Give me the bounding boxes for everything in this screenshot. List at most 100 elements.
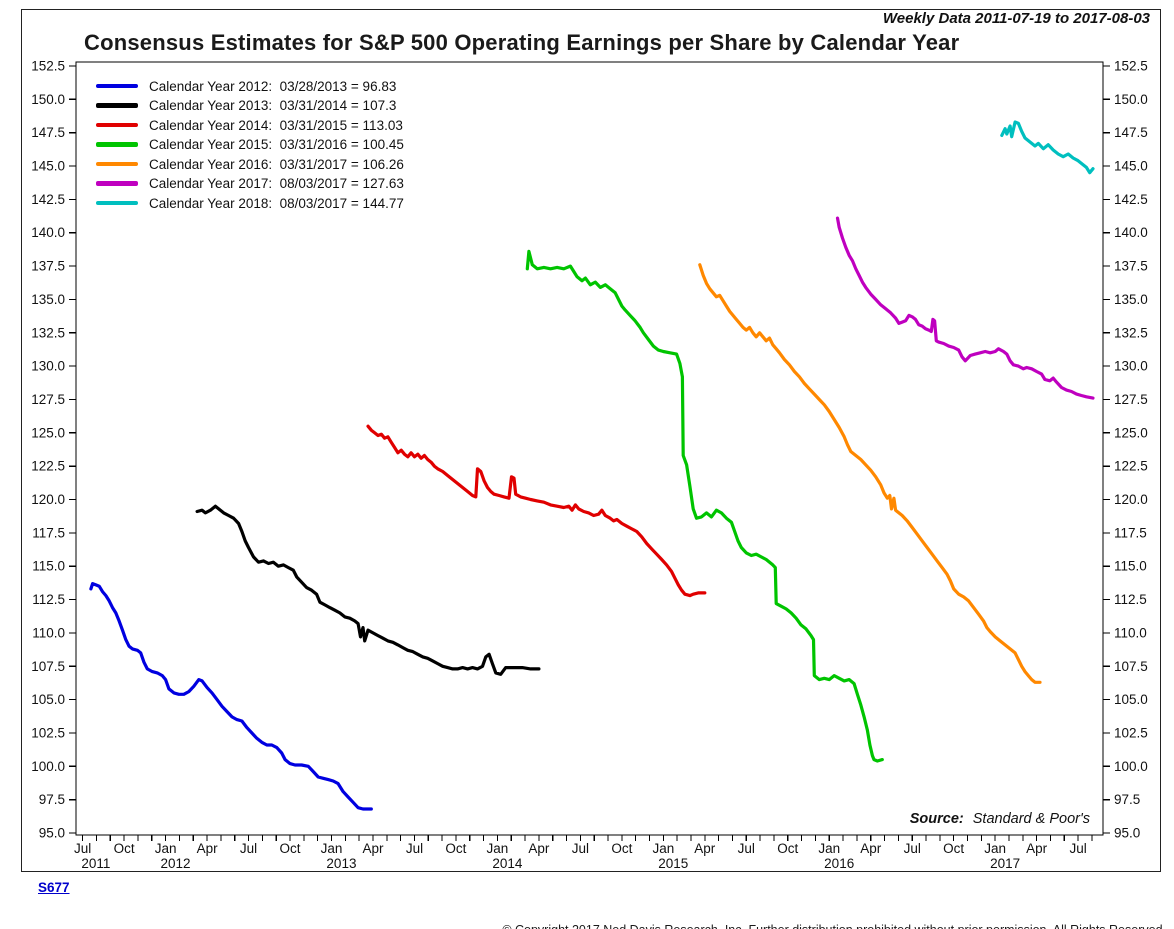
source-value: Standard & Poor's [972, 811, 1090, 827]
chart-legend: Calendar Year 2012: 03/28/2013 = 96.83 Ca… [96, 77, 404, 214]
y-axis-label-right: 147.5 [1114, 125, 1148, 140]
legend-item: Calendar Year 2013: 03/31/2014 = 107.3 [96, 97, 404, 115]
legend-label: Calendar Year 2017: 08/03/2017 = 127.63 [149, 176, 404, 191]
month-tick-label: Oct [943, 841, 964, 856]
chart-frame [21, 9, 1161, 872]
legend-label: Calendar Year 2014: 03/31/2015 = 113.03 [149, 117, 403, 133]
y-axis-label-left: 135.0 [31, 292, 65, 307]
y-axis-label-left: 127.5 [31, 392, 65, 407]
y-axis-label-right: 125.0 [1114, 425, 1148, 440]
month-tick-label: Jul [904, 841, 921, 856]
legend-item: Calendar Year 2015: 03/31/2016 = 100.45 [96, 136, 404, 154]
source-note: Source: Standard & Poor's [910, 811, 1090, 827]
year-tick-label: 2017 [990, 856, 1020, 871]
month-tick-label: Apr [860, 841, 882, 856]
month-tick-label: Jan [487, 841, 509, 856]
y-axis-label-right: 132.5 [1114, 325, 1148, 340]
series-line-calendar-year-2015 [525, 249, 884, 763]
month-tick-label: Apr [197, 841, 219, 856]
month-tick-label: Oct [777, 841, 798, 856]
legend-item: Calendar Year 2016: 03/31/2017 = 106.26 [96, 155, 404, 173]
y-axis-label-right: 105.0 [1114, 692, 1148, 707]
y-axis-label-left: 120.0 [31, 492, 65, 507]
month-tick-label: Jul [406, 841, 423, 856]
chart-title: Consensus Estimates for S&P 500 Operatin… [84, 30, 960, 55]
y-axis-label-right: 152.5 [1114, 59, 1148, 74]
month-tick-label: Oct [114, 841, 135, 856]
y-axis-label-left: 125.0 [31, 425, 65, 440]
y-axis-label-left: 142.5 [31, 192, 65, 207]
legend-swatch-icon [96, 161, 138, 167]
y-axis-label-right: 97.5 [1114, 792, 1140, 807]
month-tick-label: Jul [572, 841, 589, 856]
legend-label: Calendar Year 2013: 03/31/2014 = 107.3 [149, 98, 397, 113]
legend-swatch-icon [96, 142, 138, 147]
month-tick-label: Jul [240, 841, 257, 856]
month-tick-label: Apr [528, 841, 550, 856]
y-axis-label-right: 140.0 [1114, 225, 1148, 240]
legend-label: Calendar Year 2018: 08/03/2017 = 144.77 [149, 195, 404, 211]
y-axis-label-left: 150.0 [31, 92, 65, 107]
month-tick-label: Jan [818, 841, 840, 856]
y-axis-label-left: 110.0 [32, 625, 65, 640]
y-axis-label-left: 145.0 [31, 159, 65, 174]
month-tick-label: Oct [445, 841, 466, 856]
legend-swatch-icon [96, 122, 138, 128]
y-axis-label-left: 105.0 [31, 692, 65, 707]
month-tick-label: Jan [984, 841, 1006, 856]
year-tick-label: 2013 [326, 856, 356, 871]
legend-label: Calendar Year 2012: 03/28/2013 = 96.83 [149, 78, 397, 94]
plot-border [75, 61, 1104, 836]
series-line-calendar-year-2012 [89, 581, 373, 811]
year-tick-label: 2016 [824, 856, 854, 871]
y-axis-label-right: 135.0 [1114, 292, 1148, 307]
date-range-label: Weekly Data 2011-07-19 to 2017-08-03 [882, 10, 1150, 27]
y-axis-label-left: 140.0 [31, 225, 65, 240]
y-axis-label-right: 137.5 [1114, 259, 1148, 274]
y-axis-label-left: 117.5 [32, 525, 65, 540]
month-tick-label: Oct [280, 841, 301, 856]
y-axis-label-left: 100.0 [31, 759, 65, 774]
y-axis-label-right: 117.5 [1114, 525, 1147, 540]
y-axis-label-left: 112.5 [32, 592, 65, 607]
y-axis-label-right: 127.5 [1114, 392, 1148, 407]
month-tick-label: Jan [321, 841, 343, 856]
series-line-calendar-year-2018 [1000, 120, 1095, 175]
month-tick-label: Jul [1069, 841, 1086, 856]
legend-swatch-icon [96, 181, 138, 186]
y-axis-label-right: 112.5 [1114, 592, 1147, 607]
y-axis-label-right: 95.0 [1114, 826, 1140, 841]
legend-swatch-icon [96, 83, 138, 89]
y-axis-label-left: 132.5 [31, 325, 65, 340]
month-tick-label: Apr [1026, 841, 1048, 856]
y-axis-label-right: 110.0 [1114, 625, 1147, 640]
month-tick-label: Oct [611, 841, 632, 856]
legend-item: Calendar Year 2012: 03/28/2013 = 96.83 [96, 77, 404, 95]
legend-item: Calendar Year 2014: 03/31/2015 = 113.03 [96, 116, 404, 134]
y-axis-label-right: 120.0 [1114, 492, 1148, 507]
y-axis-label-right: 145.0 [1114, 159, 1148, 174]
month-tick-label: Apr [694, 841, 716, 856]
legend-item: Calendar Year 2018: 08/03/2017 = 144.77 [96, 194, 404, 212]
y-axis-label-right: 107.5 [1114, 659, 1148, 674]
year-tick-label: 2015 [658, 856, 688, 871]
legend-swatch-icon [96, 103, 138, 108]
y-axis-label-right: 150.0 [1114, 92, 1148, 107]
y-axis-label-left: 102.5 [31, 725, 65, 740]
y-axis-label-right: 130.0 [1114, 359, 1148, 374]
y-axis-label-left: 97.5 [39, 792, 65, 807]
y-axis-label-left: 107.5 [31, 659, 65, 674]
legend-label: Calendar Year 2015: 03/31/2016 = 100.45 [149, 137, 404, 152]
y-axis-label-left: 130.0 [31, 359, 65, 374]
year-tick-label: 2014 [492, 856, 523, 871]
month-tick-label: Jul [738, 841, 755, 856]
source-label: Source: [909, 811, 964, 827]
chart-id-link[interactable]: S677 [38, 880, 70, 895]
y-axis-label-left: 152.5 [31, 59, 65, 74]
legend-item: Calendar Year 2017: 08/03/2017 = 127.63 [96, 175, 404, 193]
y-axis-label-left: 147.5 [31, 125, 65, 140]
y-axis-label-left: 95.0 [39, 826, 65, 841]
y-axis-label-right: 102.5 [1114, 725, 1148, 740]
series-line-calendar-year-2013 [195, 504, 541, 676]
